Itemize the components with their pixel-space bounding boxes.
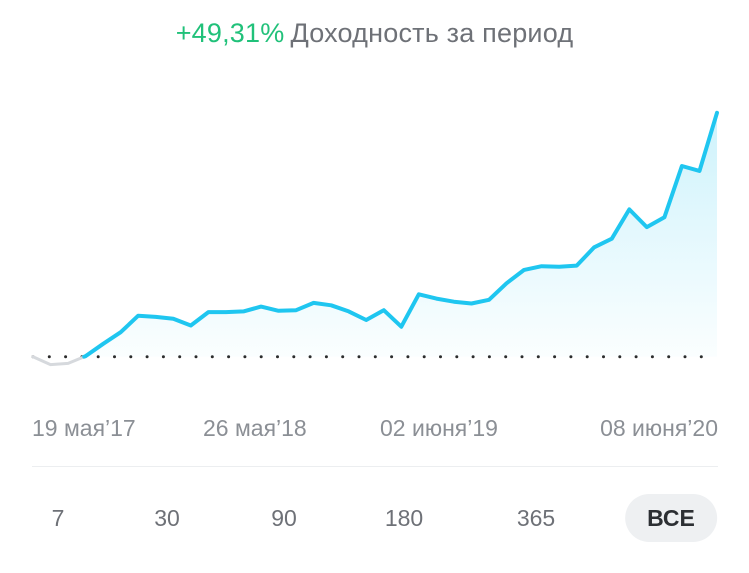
return-summary: +49,31% Доходность за период: [0, 18, 749, 49]
return-label: Доходность за период: [290, 18, 574, 48]
date-label: 26 мая’18: [203, 415, 307, 441]
period-button-180[interactable]: 180: [384, 505, 424, 531]
return-percent: +49,31%: [175, 18, 285, 48]
period-button-7[interactable]: 7: [51, 505, 65, 531]
area-fill: [84, 112, 717, 357]
series-line: [82, 110, 719, 359]
period-button-all[interactable]: ВСЕ: [625, 494, 717, 542]
date-axis: 19 мая’17 26 мая’18 02 июня’19 08 июня’2…: [32, 415, 718, 449]
period-selector: 7 30 90 180 365 ВСЕ: [0, 494, 749, 542]
baseline-dot: [64, 355, 68, 359]
series-line-below-baseline: [31, 355, 86, 367]
date-label: 02 июня’19: [380, 415, 498, 441]
date-label: 19 мая’17: [32, 415, 136, 441]
divider: [32, 466, 718, 467]
date-label: 08 июня’20: [600, 415, 718, 441]
period-button-365[interactable]: 365: [516, 505, 556, 531]
period-button-90[interactable]: 90: [271, 505, 297, 531]
baseline-dot: [47, 355, 51, 359]
period-button-30[interactable]: 30: [154, 505, 180, 531]
return-chart: [31, 110, 719, 367]
